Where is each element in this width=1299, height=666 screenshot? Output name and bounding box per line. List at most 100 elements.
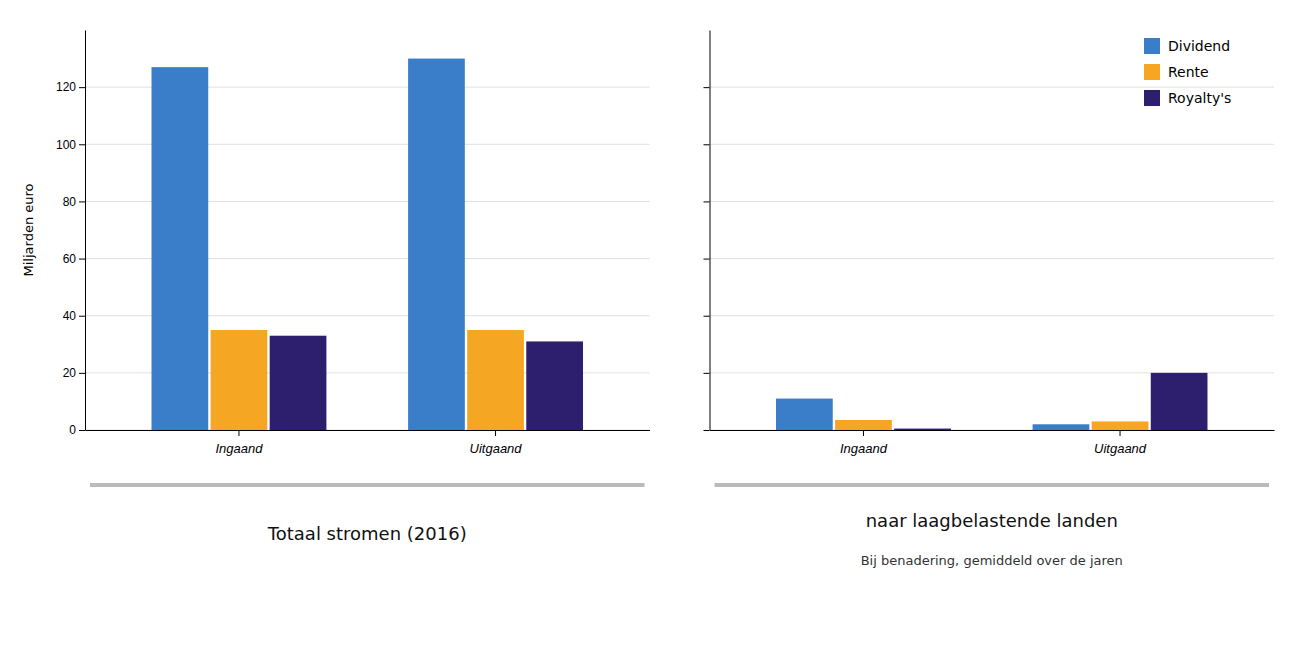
separator [90, 483, 645, 487]
y-tick-mark [704, 144, 710, 145]
x-tick-label: Uitgaand [470, 441, 523, 456]
bar-series [835, 420, 1148, 430]
legend-item: Dividend [1144, 38, 1230, 54]
bar [211, 330, 268, 430]
y-tick-label: 60 [63, 252, 77, 266]
y-tick [704, 259, 710, 260]
y-tick [704, 430, 710, 431]
grid-line [710, 315, 1275, 316]
y-tick-mark [79, 373, 85, 374]
bar [894, 429, 951, 430]
x-tick: Uitgaand [1094, 430, 1147, 456]
x-tick-mark [1120, 430, 1121, 436]
y-tick [704, 201, 710, 202]
y-tick-mark [704, 316, 710, 317]
bar-series [894, 373, 1207, 430]
legend-swatch [1144, 64, 1160, 80]
x-tick-mark [238, 430, 239, 436]
bar [835, 420, 892, 430]
legend-label: Royalty's [1168, 90, 1231, 106]
y-tick-mark [704, 373, 710, 374]
x-tick-label: Ingaand [840, 441, 888, 456]
y-axis: 0 20 40 60 80 100 120 [56, 31, 86, 438]
bar-series [270, 336, 583, 430]
bars [776, 373, 1207, 430]
y-tick: 80 [63, 195, 85, 209]
x-tick-label: Uitgaand [1094, 441, 1147, 456]
y-tick: 0 [69, 423, 85, 437]
grid-line [710, 87, 1275, 88]
grid [710, 87, 1275, 430]
legend-label: Dividend [1168, 38, 1230, 54]
y-tick-mark [704, 87, 710, 88]
chart: 0 20 40 60 80 100 120 Ingaand Uitgaand Miljarden … [0, 0, 1299, 666]
x-axis: Ingaand Uitgaand [86, 430, 651, 456]
y-tick-mark [79, 144, 85, 145]
y-tick-mark [79, 316, 85, 317]
grid-line [710, 258, 1275, 259]
y-tick-mark [704, 201, 710, 202]
y-tick-mark [704, 430, 710, 431]
bar-series [776, 399, 1089, 430]
x-tick: Uitgaand [470, 430, 523, 456]
legend-item: Rente [1144, 64, 1209, 80]
x-tick-mark [863, 430, 864, 436]
panel-subtitle: Bij benadering, gemiddeld over de jaren [861, 553, 1123, 568]
y-tick-mark [79, 430, 85, 431]
y-axis [704, 31, 711, 431]
x-tick-mark [495, 430, 496, 436]
x-tick-label: Ingaand [215, 441, 263, 456]
y-tick [704, 144, 710, 145]
y-tick: 60 [63, 252, 85, 266]
legend: Dividend Rente Royalty's [1144, 38, 1231, 106]
separator [715, 483, 1270, 487]
bar [270, 336, 327, 430]
y-tick [704, 373, 710, 374]
bar [1151, 373, 1208, 430]
legend-item: Royalty's [1144, 90, 1231, 106]
y-tick-label: 20 [63, 366, 77, 380]
bar [1092, 421, 1149, 430]
y-tick-label: 100 [56, 138, 76, 152]
y-tick: 100 [56, 138, 85, 152]
bar [1033, 424, 1090, 430]
grid-line [710, 144, 1275, 145]
y-tick [704, 316, 710, 317]
y-tick-mark [79, 259, 85, 260]
y-tick-label: 80 [63, 195, 77, 209]
bar [467, 330, 524, 430]
x-axis-line [710, 430, 1275, 431]
bar [526, 341, 583, 430]
y-tick-label: 40 [63, 309, 77, 323]
panel-title: naar laagbelastende landen [866, 510, 1118, 531]
panel-title: Totaal stromen (2016) [267, 523, 467, 544]
bars [152, 59, 583, 430]
bar-series [211, 330, 524, 430]
x-axis: Ingaand Uitgaand [710, 430, 1275, 456]
y-tick: 120 [56, 80, 85, 94]
legend-label: Rente [1168, 64, 1209, 80]
y-tick-mark [79, 201, 85, 202]
legend-swatch [1144, 38, 1160, 54]
y-tick: 20 [63, 366, 85, 380]
y-axis-title: Miljarden euro [21, 183, 36, 276]
y-tick: 40 [63, 309, 85, 323]
y-tick-label: 120 [56, 80, 76, 94]
y-axis-line [710, 31, 711, 431]
bar [408, 59, 465, 430]
panel: Ingaand Uitgaand naar laagbelastende lande… [704, 31, 1275, 569]
panel: 0 20 40 60 80 100 120 Ingaand Uitgaand Miljarden … [21, 31, 650, 545]
y-axis-line [85, 31, 86, 431]
x-tick: Ingaand [215, 430, 263, 456]
grid-line [710, 201, 1275, 202]
x-axis-line [86, 430, 651, 431]
bar [776, 399, 833, 430]
x-tick: Ingaand [840, 430, 888, 456]
y-tick-label: 0 [69, 423, 76, 437]
y-tick-mark [79, 87, 85, 88]
y-tick-mark [704, 259, 710, 260]
y-tick [704, 87, 710, 88]
legend-swatch [1144, 90, 1160, 106]
bar-series [152, 59, 465, 430]
bar [152, 67, 209, 430]
